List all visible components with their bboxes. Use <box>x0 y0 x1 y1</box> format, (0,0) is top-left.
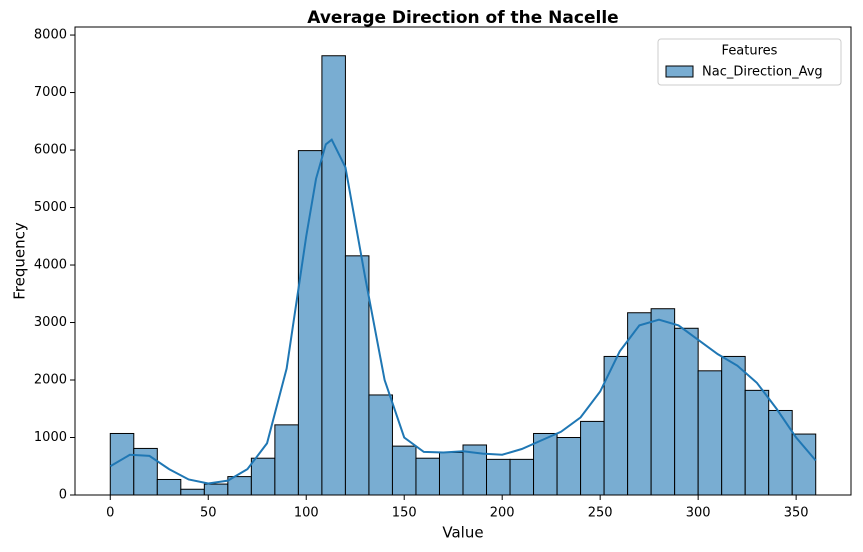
x-tick-label: 250 <box>588 506 613 521</box>
y-tick-label: 8000 <box>34 28 67 43</box>
legend-swatch <box>665 65 694 78</box>
x-tick-label: 200 <box>490 506 515 521</box>
bar <box>674 327 699 496</box>
bar <box>721 355 746 496</box>
x-tick-label: 350 <box>784 506 809 521</box>
y-tick-label: 7000 <box>34 85 67 100</box>
x-tick-label: 50 <box>200 506 217 521</box>
x-tick-label: 150 <box>392 506 417 521</box>
legend-label: Nac_Direction_Avg <box>702 65 823 80</box>
x-tick-label: 100 <box>294 506 319 521</box>
bar <box>791 433 817 496</box>
bar <box>156 478 182 496</box>
y-tick-label: 4000 <box>34 258 67 273</box>
y-tick-label: 2000 <box>34 373 67 388</box>
x-tick-label: 0 <box>106 506 114 521</box>
axes-frame <box>74 26 852 496</box>
bar <box>415 457 440 496</box>
bar <box>486 458 511 496</box>
bar <box>556 437 582 496</box>
bar <box>250 457 276 496</box>
bar <box>768 409 793 496</box>
bar <box>344 255 370 496</box>
bar <box>297 150 323 496</box>
bar <box>580 420 605 496</box>
bar <box>627 312 652 496</box>
y-tick-label: 1000 <box>34 430 67 445</box>
bar <box>368 394 393 496</box>
kde-line <box>109 138 817 485</box>
y-axis-label: Frequency <box>11 222 29 300</box>
y-tick-label: 0 <box>59 488 67 503</box>
x-tick-label: 300 <box>686 506 711 521</box>
legend-title: Features <box>722 44 778 59</box>
bar <box>744 389 770 496</box>
bar <box>391 445 417 496</box>
bar <box>321 55 346 496</box>
bar <box>180 488 205 496</box>
y-tick-label: 3000 <box>34 315 67 330</box>
bar <box>438 451 464 496</box>
legend-box <box>657 38 842 86</box>
bar <box>274 424 299 496</box>
y-tick-label: 5000 <box>34 200 67 215</box>
bar <box>509 458 535 496</box>
y-tick-label: 6000 <box>34 143 67 158</box>
bar <box>650 308 676 496</box>
bar <box>203 483 229 496</box>
chart-title: Average Direction of the Nacelle <box>307 8 618 28</box>
x-axis-label: Value <box>442 524 483 542</box>
bar <box>697 370 723 496</box>
